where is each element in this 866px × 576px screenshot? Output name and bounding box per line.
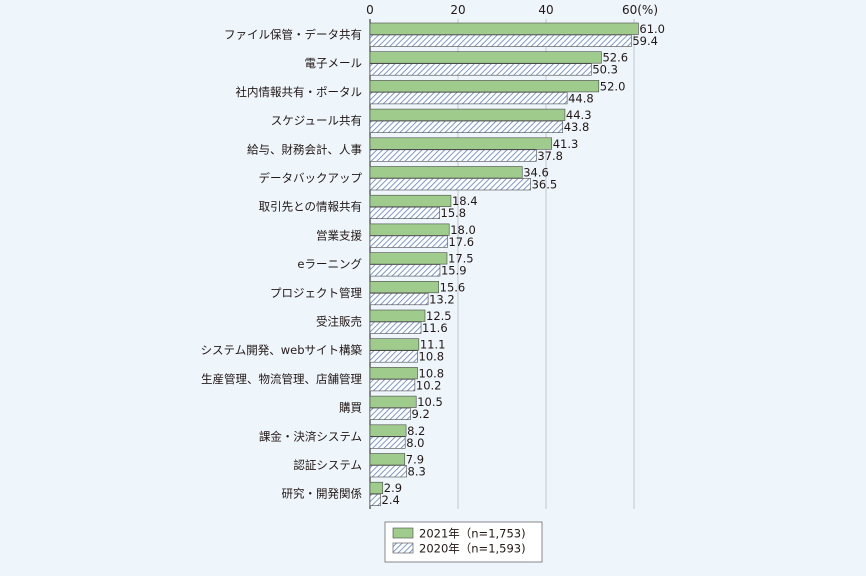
data-label: 7.9: [406, 453, 424, 467]
data-label: 52.0: [600, 79, 626, 93]
bar-series-2: [369, 149, 537, 162]
legend-label: 2021年（n=1,753): [419, 527, 526, 541]
bar-series-2: [369, 379, 416, 392]
category-label: 研究・開発関係: [282, 487, 363, 501]
category-label: データバックアップ: [259, 171, 363, 185]
data-label: 44.3: [566, 108, 592, 122]
legend-swatch: [392, 542, 414, 554]
data-label: 15.9: [441, 264, 467, 278]
legend-label: 2020年（n=1,593): [419, 542, 526, 556]
data-label: 10.5: [417, 395, 443, 409]
category-label: 課金・決済システム: [259, 429, 362, 443]
data-label: 15.6: [440, 280, 466, 294]
data-label: 13.2: [429, 292, 455, 306]
bar-series-2: [369, 436, 406, 449]
bar-series-1: [369, 194, 452, 207]
bar-series-2: [369, 465, 407, 478]
category-label: スケジュール共有: [271, 114, 362, 128]
x-tick-label: 20: [450, 3, 465, 17]
data-label: 34.6: [523, 166, 549, 180]
data-label: 9.2: [411, 407, 429, 421]
bar-series-1: [369, 252, 448, 265]
data-label: 50.3: [592, 63, 618, 77]
data-label: 15.8: [441, 206, 467, 220]
bar-series-1: [369, 166, 523, 179]
data-label: 59.4: [632, 34, 658, 48]
bar-series-1: [369, 481, 384, 495]
data-label: 41.3: [553, 137, 579, 151]
x-tick-label: 0: [366, 3, 374, 17]
category-label: ファイル保管・データ共有: [224, 28, 362, 42]
data-label: 52.6: [602, 51, 628, 65]
category-label: システム開発、webサイト構築: [201, 343, 363, 357]
bar-series-2: [369, 407, 411, 420]
data-label: 10.8: [419, 350, 445, 364]
bar-series-2: [369, 321, 422, 334]
bar-series-1: [369, 280, 439, 294]
bar-series-2: [369, 292, 429, 306]
bar-series-1: [369, 137, 553, 150]
data-label: 61.0: [639, 22, 665, 36]
category-label: 営業支援: [316, 228, 362, 242]
data-label: 2.4: [382, 493, 400, 507]
data-label: 10.2: [416, 378, 442, 392]
data-label: 17.6: [448, 235, 474, 249]
data-label: 37.8: [537, 149, 563, 163]
data-label: 36.5: [532, 178, 558, 192]
bar-series-2: [369, 34, 632, 47]
category-label: 購買: [339, 401, 362, 415]
bar-series-2: [369, 178, 531, 191]
bar-series-1: [369, 22, 639, 35]
data-label: 8.3: [408, 465, 426, 479]
x-tick-label: 40: [538, 3, 553, 17]
bar-series-1: [369, 453, 406, 466]
bar-series-1: [369, 367, 418, 380]
bar-series-1: [369, 223, 450, 236]
category-label: 取引先との情報共有: [259, 200, 362, 214]
bar-series-1: [369, 424, 407, 437]
data-label: 17.5: [448, 252, 474, 266]
category-label: 受注販売: [316, 315, 362, 329]
data-label: 18.4: [452, 194, 478, 208]
bar-series-1: [369, 338, 420, 351]
bar-series-2: [369, 92, 568, 105]
bar-series-1: [369, 108, 566, 121]
data-label: 2.9: [384, 481, 402, 495]
data-label: 44.8: [568, 91, 594, 105]
bar-series-2: [369, 235, 448, 248]
bar-series-2: [369, 206, 440, 219]
bar-series-1: [369, 80, 600, 93]
category-label: 電子メール: [305, 56, 363, 70]
data-label: 8.2: [407, 424, 425, 438]
bar-series-2: [369, 63, 592, 76]
data-label: 10.8: [419, 366, 445, 380]
data-label: 11.1: [420, 338, 446, 352]
bar-series-2: [369, 350, 418, 363]
x-tick-label: 60(%): [622, 3, 658, 17]
category-label: プロジェクト管理: [270, 286, 362, 300]
category-label: 認証システム: [293, 458, 362, 472]
category-label: 社内情報共有・ポータル: [236, 85, 363, 99]
bar-series-1: [369, 309, 426, 322]
legend-swatch: [392, 527, 414, 539]
data-label: 43.8: [564, 120, 590, 134]
category-label: 給与、財務会計、人事: [247, 142, 362, 156]
bar-series-2: [369, 493, 381, 507]
bar-series-1: [369, 395, 417, 408]
bar-series-1: [369, 51, 602, 64]
data-label: 18.0: [450, 223, 476, 237]
bar-series-2: [369, 264, 441, 277]
category-label: 生産管理、物流管理、店舗管理: [201, 372, 362, 386]
bar-series-2: [369, 120, 564, 133]
data-label: 12.5: [426, 309, 452, 323]
data-label: 11.6: [422, 321, 448, 335]
data-label: 8.0: [406, 436, 424, 450]
category-label: eラーニング: [297, 257, 362, 271]
